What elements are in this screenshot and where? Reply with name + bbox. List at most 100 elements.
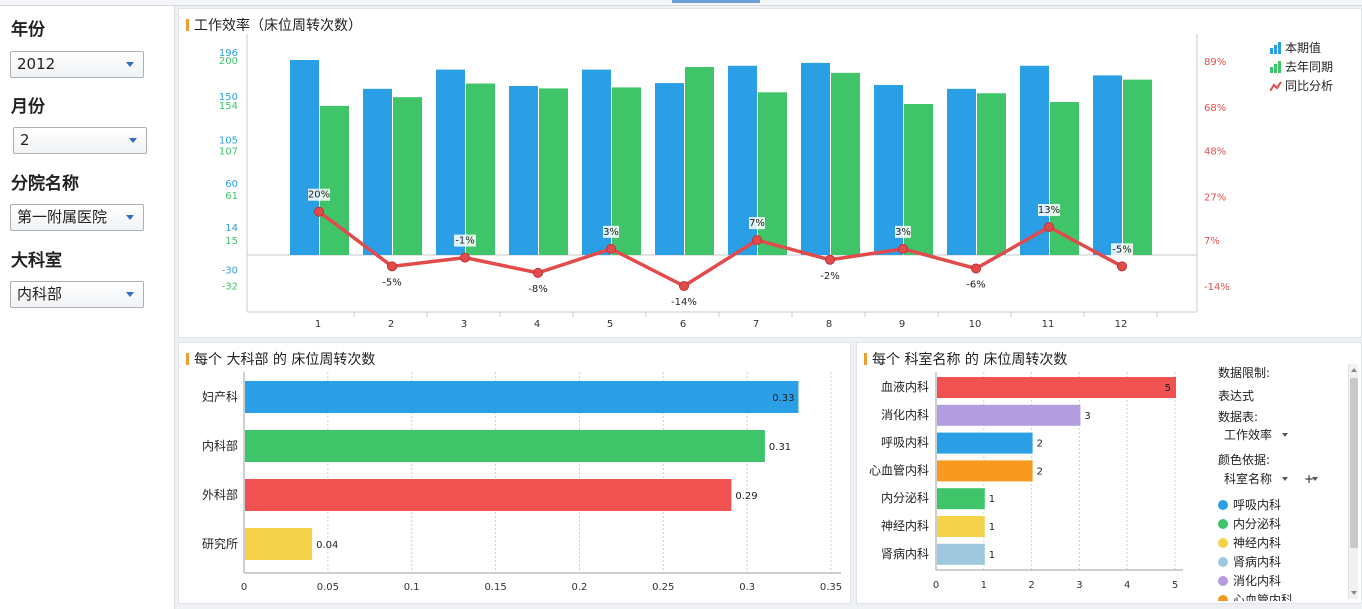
bar-current [801, 62, 830, 256]
bar-current [1020, 65, 1049, 256]
color-legend-item[interactable]: 肾病内科 [1218, 553, 1281, 570]
color-legend-item[interactable]: 心血管内科 [1218, 591, 1293, 601]
chevron-down-icon[interactable] [1282, 477, 1288, 481]
chevron-down-icon[interactable] [1282, 433, 1288, 437]
month-dropdown[interactable]: 2 [13, 127, 147, 154]
branch-dropdown[interactable]: 第一附属医院 [10, 204, 144, 231]
dept-group-chart-panel: 每个 大科部 的 床位周转次数 [178, 342, 851, 604]
chevron-down-icon[interactable] [126, 62, 134, 67]
data-table-dropdown[interactable]: 工作效率 [1218, 426, 1294, 444]
bar-last-year [393, 97, 422, 255]
color-legend-item[interactable]: 消化内科 [1218, 572, 1281, 589]
data-label-bg [749, 217, 765, 230]
scroll-up-icon[interactable] [1351, 368, 1357, 372]
dept-label: 大科室 [11, 251, 62, 271]
month-label: 月份 [11, 97, 45, 117]
x-tick-label: 7 [753, 319, 759, 330]
bar-chart-icon [1270, 41, 1281, 54]
filter-sidebar: 年份 2012 月份 2 分院名称 第一附属医院 大科室 内科部 [0, 6, 175, 609]
bar-current [1093, 75, 1122, 255]
bar-last-year [758, 92, 787, 255]
yoy-point [460, 252, 470, 263]
add-color-button[interactable]: + [1298, 470, 1324, 488]
legend-item-last-year[interactable]: 去年同期 [1270, 57, 1333, 76]
legend-scrollbar[interactable] [1348, 364, 1358, 599]
right-tick-label: 48% [1204, 147, 1226, 158]
color-legend-label: 心血管内科 [1233, 593, 1294, 601]
left-tick-label: 200 [219, 56, 238, 67]
branch-label: 分院名称 [11, 174, 79, 194]
right-tick-label: 68% [1204, 103, 1226, 114]
year-dropdown[interactable]: 2012 [10, 51, 144, 78]
scroll-thumb[interactable] [1350, 378, 1358, 548]
bar-last-year [466, 83, 495, 255]
chevron-down-icon[interactable] [126, 292, 134, 297]
chevron-down-icon[interactable] [129, 138, 137, 143]
bar-last-year [1123, 79, 1152, 255]
yoy-point [387, 261, 397, 272]
left-tick-label: -30 [222, 265, 238, 276]
left-tick-label: 105 [219, 136, 238, 147]
left-tick-label: 61 [225, 191, 238, 202]
bar-current [363, 88, 392, 255]
efficiency-chart-title: 工作效率（床位周转次数） [186, 15, 362, 35]
data-label-bg [308, 188, 330, 201]
yoy-point [971, 263, 981, 274]
color-legend-item[interactable]: 神经内科 [1218, 534, 1281, 551]
x-tick-label: 11 [1042, 319, 1055, 330]
color-by-dropdown[interactable]: 科室名称 [1218, 470, 1294, 488]
legend-item-current[interactable]: 本期值 [1270, 38, 1333, 57]
x-tick-label: 5 [607, 319, 613, 330]
left-tick-label: 154 [219, 101, 238, 112]
dept-value: 内科部 [17, 285, 63, 303]
dept-dropdown[interactable]: 内科部 [10, 281, 144, 308]
yoy-point [752, 235, 762, 246]
left-tick-label: 150 [219, 92, 238, 103]
yoy-point [1117, 261, 1127, 272]
yoy-point [533, 267, 543, 278]
efficiency-combo-chart[interactable]: 1961501056014-302001541076115-3289%68%48… [0, 0, 1362, 340]
bar-chart-icon [1270, 60, 1281, 73]
color-swatch-icon [1218, 556, 1228, 567]
legend-label: 本期值 [1285, 41, 1322, 55]
plus-label: + [1304, 472, 1315, 486]
yoy-data-label: -8% [528, 284, 547, 295]
data-label-bg [603, 225, 619, 238]
color-by-value: 科室名称 [1224, 472, 1273, 486]
yoy-data-label: 7% [749, 218, 765, 229]
color-by-label: 颜色依据: [1218, 453, 1271, 467]
legend-item-yoy[interactable]: 同比分析 [1270, 76, 1333, 95]
bar-current [655, 83, 684, 255]
color-legend-item[interactable]: 呼吸内科 [1218, 496, 1281, 513]
active-tab-indicator[interactable] [672, 0, 760, 3]
legend-label: 去年同期 [1285, 60, 1334, 74]
yoy-data-label: -6% [966, 280, 985, 291]
yoy-data-label: -5% [1112, 244, 1131, 255]
year-value: 2012 [17, 55, 56, 73]
yoy-data-label: -14% [671, 297, 697, 308]
left-tick-label: 196 [219, 48, 238, 59]
x-tick-label: 10 [969, 319, 982, 330]
expression-label[interactable]: 表达式 [1218, 389, 1255, 403]
bar-last-year [539, 88, 568, 256]
yoy-data-label: 20% [308, 190, 330, 201]
left-tick-label: 14 [225, 223, 238, 234]
bar-current [947, 88, 976, 255]
x-tick-label: 8 [826, 319, 832, 330]
chevron-down-icon[interactable] [126, 215, 134, 220]
data-label-bg [1111, 243, 1133, 256]
color-legend-item[interactable]: 内分泌科 [1218, 515, 1281, 532]
yoy-point [314, 206, 324, 217]
data-table-label: 数据表: [1218, 410, 1259, 424]
chevron-down-icon[interactable] [1312, 477, 1318, 481]
bar-current [290, 60, 319, 255]
efficiency-legend: 本期值 去年同期 同比分析 [1270, 38, 1333, 95]
dept-group-chart-title: 每个 大科部 的 床位周转次数 [186, 349, 375, 369]
month-value: 2 [20, 131, 30, 149]
data-label-bg [454, 234, 476, 247]
yoy-data-label: 3% [895, 227, 911, 238]
left-tick-label: 107 [219, 146, 238, 157]
scroll-down-icon[interactable] [1351, 591, 1357, 595]
bar-last-year [977, 93, 1006, 256]
bar-last-year [1050, 102, 1079, 255]
